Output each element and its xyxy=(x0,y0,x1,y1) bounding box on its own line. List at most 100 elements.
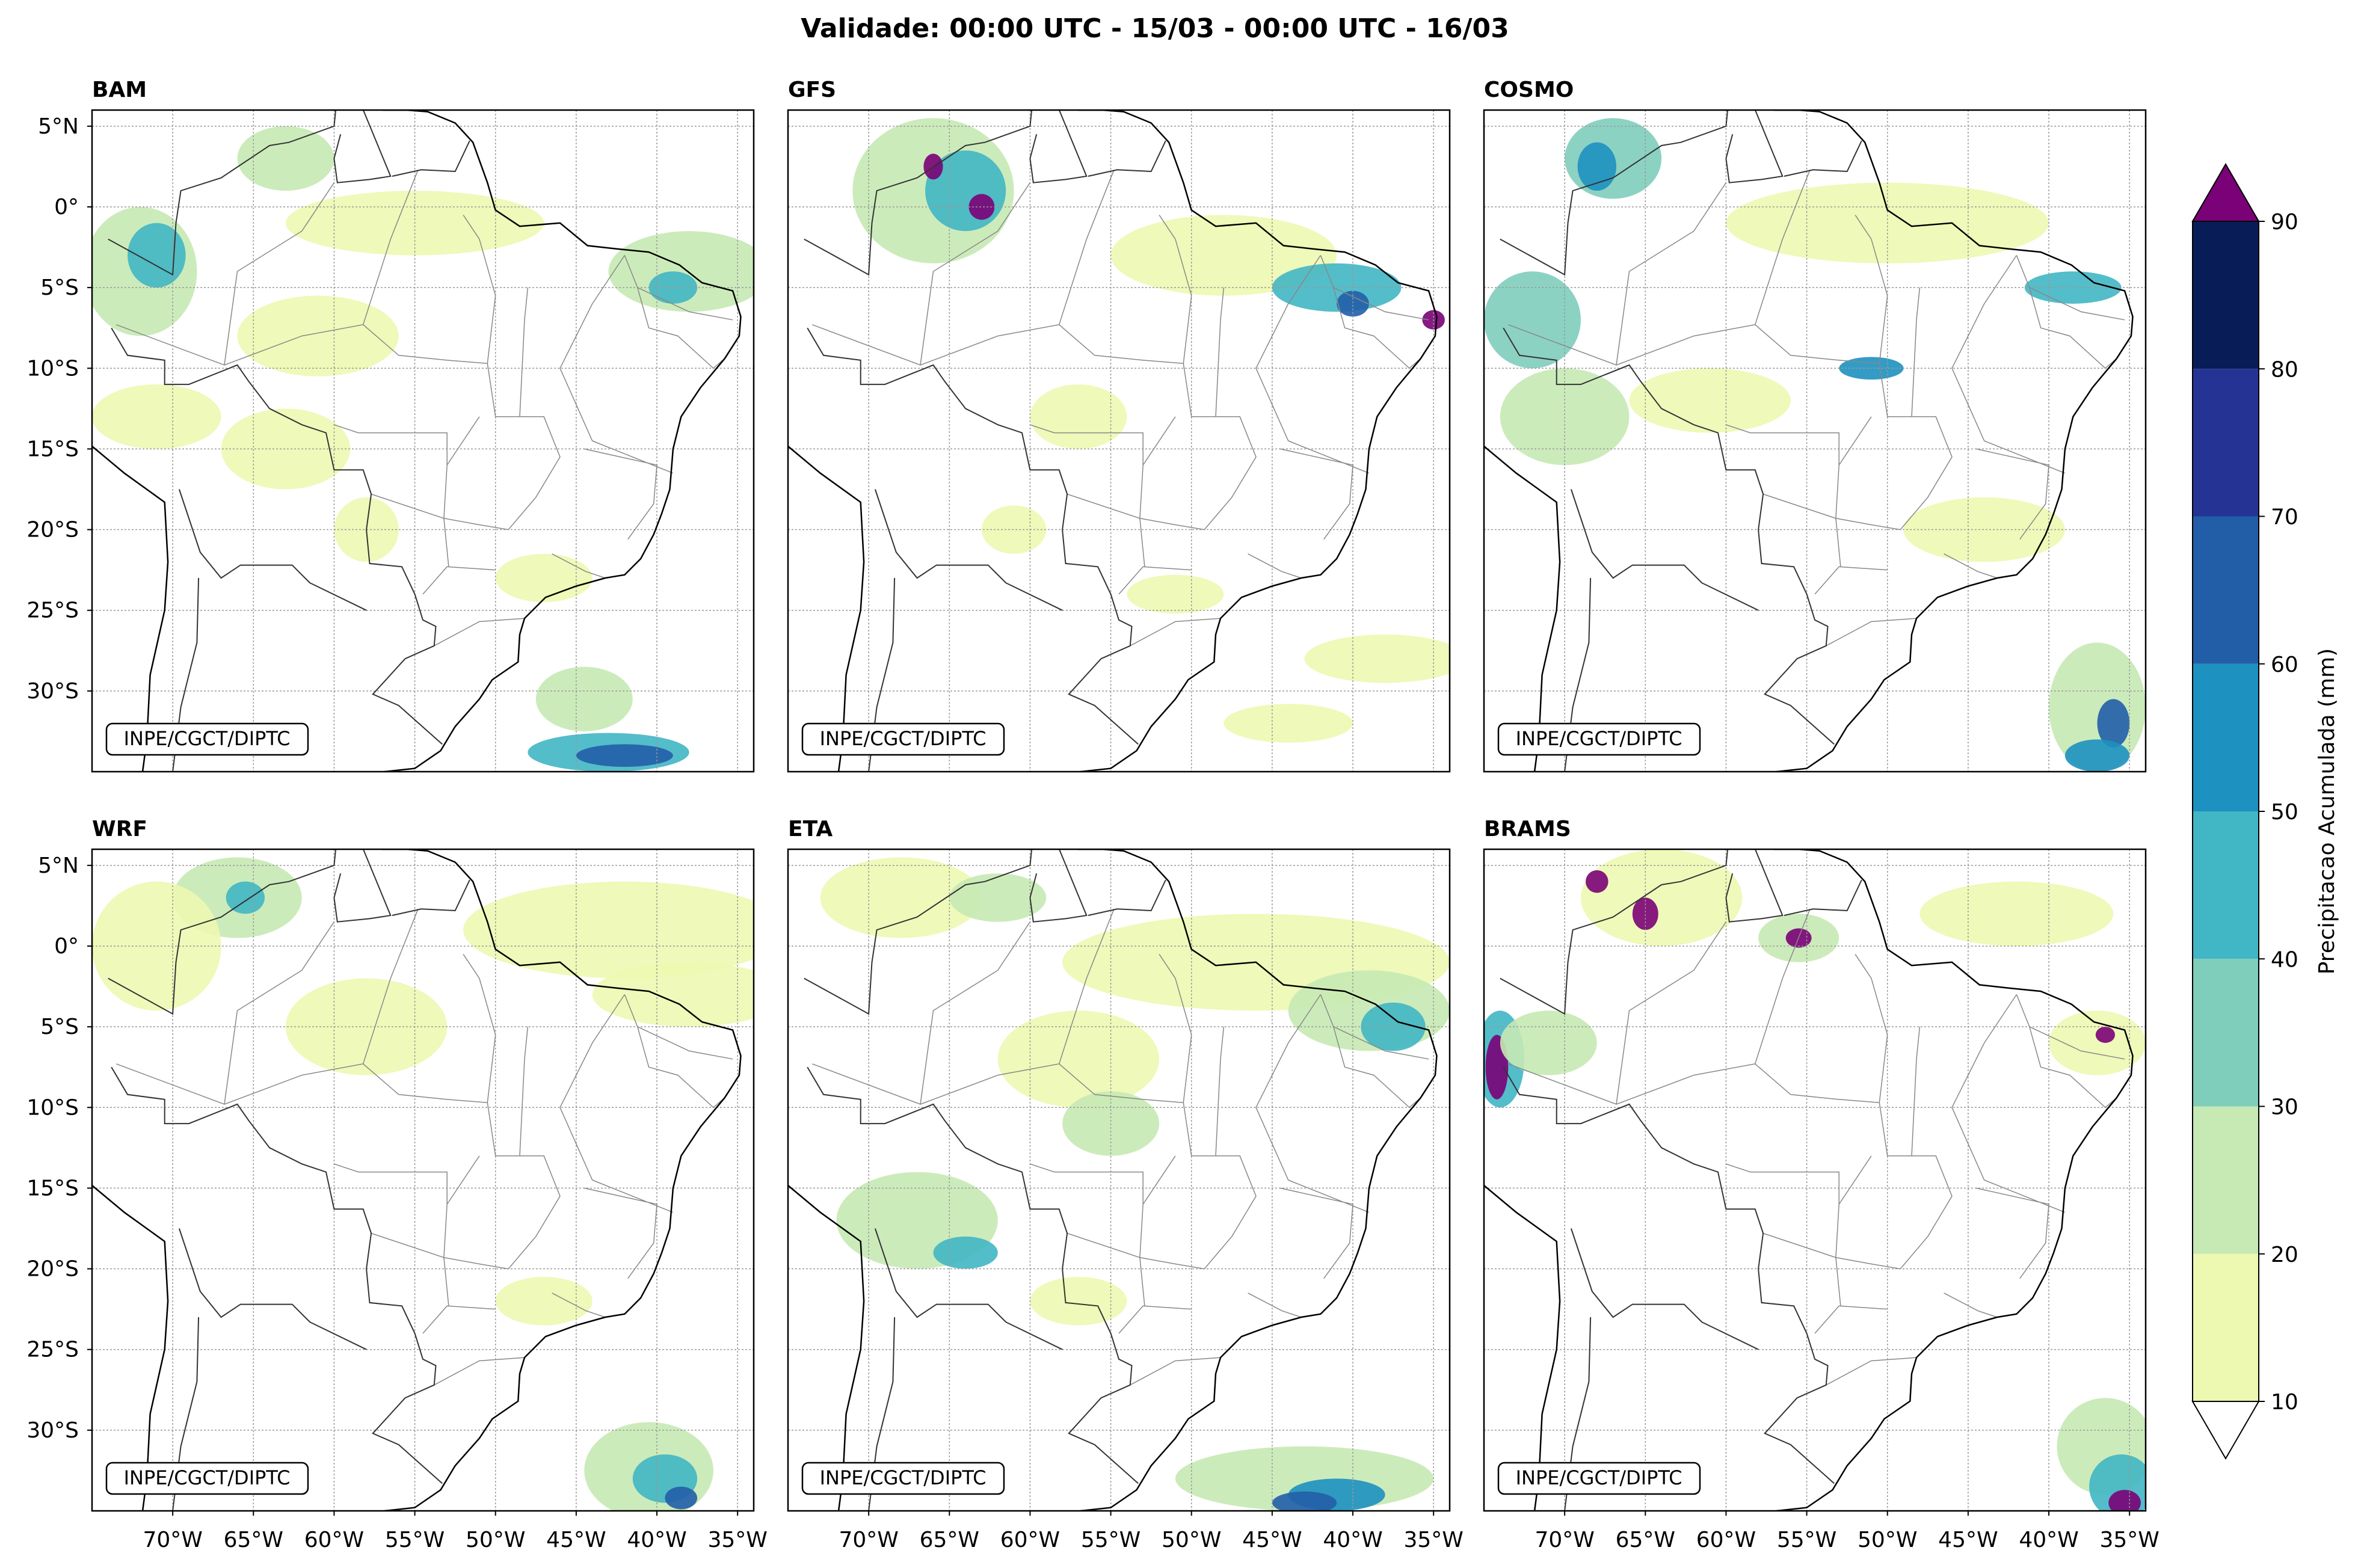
credit-box xyxy=(105,722,309,756)
state-border xyxy=(559,367,674,474)
credit-box xyxy=(801,1462,1005,1495)
state-border xyxy=(1616,182,1727,366)
state-border xyxy=(519,287,529,417)
lon-tick-label: 40°W xyxy=(1323,1528,1382,1552)
country-border xyxy=(392,140,470,177)
map-panel-brams: BRAMS INPE/CGCT/DIPTC 70°W 65°W 60°W 55°W 50°W… xyxy=(1483,817,2159,1552)
country-border xyxy=(1088,879,1166,916)
precip-area xyxy=(1580,849,1743,946)
precip-area xyxy=(237,126,334,191)
precip-area xyxy=(1030,384,1127,449)
state-border xyxy=(1944,1293,1998,1318)
credit-label: INPE/CGCT/DIPTC xyxy=(820,1466,987,1489)
state-border xyxy=(637,287,733,321)
panel-title: GFS xyxy=(788,78,836,102)
lon-tick-label: 45°W xyxy=(1242,1528,1302,1552)
panel-frame xyxy=(787,109,1451,773)
state-border xyxy=(1280,1187,1353,1279)
state-border xyxy=(811,324,1184,366)
lat-tick-label: 5°N xyxy=(38,114,79,139)
precip-area xyxy=(1224,704,1353,743)
precip-area xyxy=(1577,142,1616,191)
state-border xyxy=(920,182,1031,366)
colorbar-under-arrow xyxy=(2191,1401,2260,1460)
state-border xyxy=(637,1026,733,1060)
state-border xyxy=(1951,1107,2066,1213)
country-border xyxy=(1088,140,1166,177)
country-border xyxy=(1725,110,1784,183)
state-border xyxy=(584,448,657,540)
country-border xyxy=(807,327,1139,745)
precip-area xyxy=(1272,1491,1337,1511)
state-border xyxy=(1855,953,1888,1103)
credit-label: INPE/CGCT/DIPTC xyxy=(124,727,291,750)
credit-label: INPE/CGCT/DIPTC xyxy=(1516,1466,1682,1489)
colorbar-tick-label: 30 xyxy=(2271,1095,2298,1120)
precip-area xyxy=(968,194,995,220)
state-border xyxy=(624,255,725,369)
state-border xyxy=(2029,287,2125,321)
colorbar-tick-label: 90 xyxy=(2271,210,2298,235)
state-border xyxy=(334,1163,448,1205)
lon-tick-label: 55°W xyxy=(385,1528,445,1552)
state-border xyxy=(552,1293,606,1318)
state-border xyxy=(224,921,335,1105)
lat-tick-label: 0° xyxy=(54,195,79,220)
lat-tick-label: 20°S xyxy=(26,518,79,543)
coastline xyxy=(1773,110,2134,772)
precip-area xyxy=(2064,739,2130,772)
credit-label: INPE/CGCT/DIPTC xyxy=(820,727,987,750)
state-border xyxy=(1814,566,1888,595)
lat-tick-label: 25°S xyxy=(26,1338,79,1362)
state-border xyxy=(1507,1063,1880,1105)
lon-tick-label: 70°W xyxy=(1535,1528,1594,1552)
lon-tick-label: 70°W xyxy=(839,1528,898,1552)
coastline xyxy=(788,445,865,772)
precip-area xyxy=(1030,1276,1127,1326)
credit-box xyxy=(1497,722,1701,756)
state-border xyxy=(519,1027,529,1156)
colorbar-swatch xyxy=(2193,811,2259,959)
colorbar-swatch xyxy=(2193,1253,2259,1401)
lon-tick-label: 35°W xyxy=(2099,1528,2159,1552)
colorbar-swatch xyxy=(2193,663,2259,811)
lon-tick-label: 70°W xyxy=(143,1528,202,1552)
coastline xyxy=(381,110,742,772)
country-border xyxy=(111,327,443,745)
country-border xyxy=(1503,327,1835,745)
state-border xyxy=(1616,921,1727,1105)
figure-title: Validade: 00:00 UTC - 15/03 - 00:00 UTC … xyxy=(801,13,1509,44)
lon-tick-label: 50°W xyxy=(1858,1528,1917,1552)
state-border xyxy=(1726,1163,1839,1205)
lat-tick-label: 0° xyxy=(54,934,79,959)
state-border xyxy=(463,214,496,364)
state-border xyxy=(422,1305,496,1334)
state-border xyxy=(552,553,606,579)
lat-tick-label: 30°S xyxy=(26,679,79,704)
precip-area xyxy=(820,857,982,938)
state-border xyxy=(371,1232,449,1306)
state-border xyxy=(1255,367,1370,474)
country-border xyxy=(1029,849,1088,923)
precip-area xyxy=(128,223,186,288)
state-border xyxy=(362,909,419,1065)
state-border xyxy=(1333,287,1429,321)
state-border xyxy=(2029,1026,2125,1060)
lat-tick-label: 5°N xyxy=(38,853,79,878)
lat-tick-label: 10°S xyxy=(26,1095,79,1120)
country-border xyxy=(1500,110,1729,276)
precip-area xyxy=(1629,368,1791,433)
country-border xyxy=(1725,849,1784,923)
state-border xyxy=(1118,566,1192,595)
country-border xyxy=(874,1228,1063,1350)
country-border xyxy=(1784,140,1862,177)
state-border xyxy=(1320,255,1421,369)
panel-frame xyxy=(787,848,1451,1512)
state-border xyxy=(1067,1232,1145,1306)
state-border xyxy=(1058,909,1115,1065)
state-border xyxy=(1826,1357,1917,1386)
state-border xyxy=(1215,1027,1225,1156)
precip-area xyxy=(949,873,1047,922)
state-border xyxy=(1835,363,1953,530)
colorbar-tick-label: 70 xyxy=(2271,505,2298,530)
